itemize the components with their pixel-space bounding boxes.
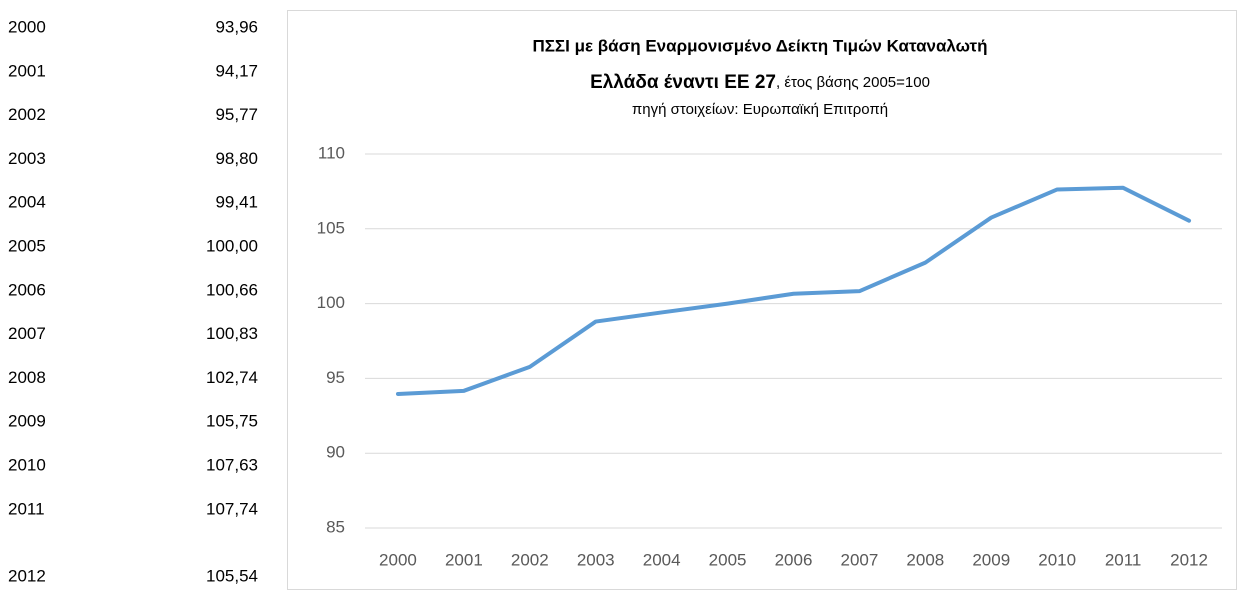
year-cell: 2009	[8, 412, 46, 431]
chart-subtitle: Ελλάδα έναντι ΕΕ 27, έτος βάσης 2005=100	[590, 72, 930, 93]
y-tick-label: 110	[318, 143, 345, 162]
value-cell: 100,66	[206, 280, 258, 299]
year-cell: 2002	[8, 105, 46, 124]
year-cell: 2012	[8, 566, 46, 585]
y-tick-label: 100	[317, 293, 345, 312]
year-cell: 2003	[8, 149, 46, 168]
value-cell: 100,83	[206, 324, 258, 343]
y-tick-label: 95	[326, 368, 345, 387]
x-tick-label: 2012	[1170, 550, 1208, 569]
chart-title: ΠΣΣΙ με βάση Εναρμονισμένο Δείκτη Τιμών …	[532, 36, 987, 55]
value-cell: 102,74	[206, 368, 258, 387]
year-cell: 2010	[8, 455, 46, 474]
year-cell: 2005	[8, 236, 46, 255]
year-cell: 2011	[8, 499, 45, 518]
year-cell: 2001	[8, 61, 46, 80]
chart-source: πηγή στοιχείων: Ευρωπαϊκή Επιτροπή	[632, 101, 888, 118]
x-tick-label: 2008	[906, 550, 944, 569]
year-cell: 2006	[8, 280, 46, 299]
y-tick-label: 105	[317, 218, 345, 237]
value-cell: 94,17	[215, 61, 258, 80]
subtitle-bold: Ελλάδα έναντι ΕΕ 27	[590, 72, 776, 93]
year-cell: 2007	[8, 324, 46, 343]
value-cell: 107,63	[206, 455, 258, 474]
subtitle-rest: , έτος βάσης 2005=100	[776, 74, 930, 91]
value-cell: 99,41	[215, 193, 258, 212]
y-tick-label: 90	[326, 443, 345, 462]
year-cell: 2000	[8, 17, 46, 36]
x-tick-label: 2007	[841, 550, 879, 569]
value-cell: 95,77	[215, 105, 258, 124]
value-cell: 98,80	[215, 149, 258, 168]
value-cell: 105,75	[206, 412, 258, 431]
value-cell: 100,00	[206, 236, 258, 255]
x-tick-label: 2002	[511, 550, 549, 569]
year-cell: 2008	[8, 368, 46, 387]
y-tick-label: 85	[326, 517, 345, 536]
x-tick-label: 2010	[1038, 550, 1076, 569]
value-cell: 93,96	[215, 17, 258, 36]
year-cell: 2004	[8, 193, 46, 212]
x-tick-label: 2003	[577, 550, 615, 569]
x-tick-label: 2009	[972, 550, 1010, 569]
value-cell: 107,74	[206, 499, 258, 518]
x-tick-label: 2004	[643, 550, 681, 569]
x-tick-label: 2006	[775, 550, 813, 569]
x-tick-label: 2001	[445, 550, 483, 569]
value-cell: 105,54	[206, 566, 258, 585]
x-tick-label: 2011	[1105, 550, 1142, 569]
x-tick-label: 2000	[379, 550, 417, 569]
x-tick-label: 2005	[709, 550, 747, 569]
series-line	[395, 185, 1192, 396]
